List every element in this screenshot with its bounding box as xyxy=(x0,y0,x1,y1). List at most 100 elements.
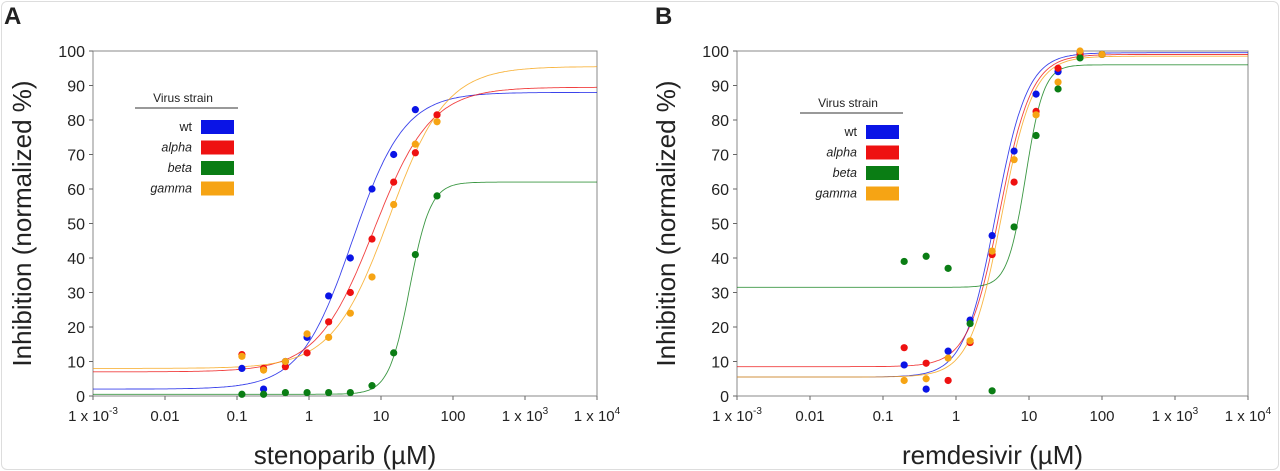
data-point-alpha xyxy=(390,178,398,186)
y-tick-label: 60 xyxy=(67,182,85,199)
data-point-alpha xyxy=(1010,178,1018,186)
legend-swatch-beta xyxy=(866,166,899,180)
data-point-gamma xyxy=(966,337,974,345)
data-point-alpha xyxy=(944,376,952,385)
legend-title: Virus strain xyxy=(153,91,213,105)
panel-B: B 0 10 20 30 40 50 60 70 80 90 100 1 x 10-3 0.01 0.1 1 1… xyxy=(651,3,1272,470)
data-point-wt xyxy=(368,185,376,193)
y-axis-label: Inhibition (normalized %) xyxy=(7,80,37,366)
data-point-wt xyxy=(1010,147,1018,155)
data-point-beta xyxy=(944,264,952,272)
x-tick-label: 1 xyxy=(952,408,960,425)
y-tick-label: 70 xyxy=(711,148,729,165)
data-point-gamma xyxy=(1010,156,1018,164)
x-tick-label: 1 x 103 xyxy=(502,406,549,425)
x-tick-label: 1 x 104 xyxy=(574,406,621,425)
y-tick-label: 40 xyxy=(67,251,85,268)
fit-curve-beta xyxy=(93,181,597,395)
legend-swatch-gamma xyxy=(866,186,899,201)
y-tick-label: 50 xyxy=(67,217,85,234)
data-point-wt xyxy=(259,385,268,393)
data-point-beta xyxy=(966,319,974,328)
data-point-wt xyxy=(325,292,333,300)
y-tick-label: 30 xyxy=(67,286,85,303)
panel-letter: B xyxy=(655,3,672,30)
legend-swatch-wt xyxy=(201,120,234,134)
data-point-alpha xyxy=(433,111,441,119)
x-axis-label: remdesivir (µM) xyxy=(902,440,1083,470)
data-point-gamma xyxy=(944,354,952,362)
data-point-gamma xyxy=(1076,47,1084,55)
x-tick-label: 0.1 xyxy=(873,408,894,425)
x-axis-label: stenoparib (µM) xyxy=(254,440,437,470)
fit-curve-wt xyxy=(737,52,1248,378)
data-point-alpha xyxy=(303,349,311,357)
data-point-gamma xyxy=(411,140,419,148)
fit-curve-alpha xyxy=(93,86,597,373)
x-tick-label: 1 x 10-3 xyxy=(68,406,118,425)
data-point-wt xyxy=(944,347,952,355)
fit-curve-gamma xyxy=(737,55,1248,378)
data-point-beta xyxy=(368,382,376,390)
legend-label-alpha: alpha xyxy=(826,146,857,160)
data-point-beta xyxy=(1010,223,1018,231)
data-point-wt xyxy=(390,150,398,159)
data-point-gamma xyxy=(390,200,398,209)
fit-curve-gamma xyxy=(93,66,597,369)
data-point-gamma xyxy=(238,352,246,360)
y-tick-label: 20 xyxy=(67,320,85,337)
data-point-gamma xyxy=(900,376,908,385)
data-point-gamma xyxy=(303,330,311,338)
data-point-beta xyxy=(922,252,930,260)
data-point-alpha xyxy=(411,149,419,157)
legend: Virus strain wt alpha beta gamma xyxy=(800,96,903,201)
data-point-beta xyxy=(988,387,996,395)
x-tick-label: 0.01 xyxy=(150,408,179,425)
data-point-beta xyxy=(281,388,289,397)
data-point-gamma xyxy=(1032,111,1040,119)
y-tick-label: 0 xyxy=(720,389,729,406)
data-point-wt xyxy=(900,361,908,369)
data-point-alpha xyxy=(346,288,354,297)
data-point-alpha xyxy=(1054,64,1062,72)
data-point-beta xyxy=(1054,85,1062,93)
fit-curve-alpha xyxy=(737,54,1248,368)
data-point-gamma xyxy=(988,247,996,255)
legend-label-beta: beta xyxy=(168,161,192,175)
legend-swatch-alpha xyxy=(201,140,234,155)
plot-frame xyxy=(736,50,1249,397)
data-point-beta xyxy=(1076,54,1084,62)
y-tick-label: 10 xyxy=(67,355,85,372)
data-point-alpha xyxy=(368,235,376,243)
x-tick-label: 0.1 xyxy=(227,408,248,425)
x-tick-label: 1 xyxy=(305,408,313,425)
y-tick-label: 70 xyxy=(67,148,85,165)
legend-swatch-wt xyxy=(866,125,899,139)
data-point-gamma xyxy=(433,118,441,126)
data-point-wt xyxy=(411,106,419,114)
data-point-gamma xyxy=(368,273,376,281)
legend-label-gamma: gamma xyxy=(815,187,857,201)
panel-letter: A xyxy=(4,3,21,30)
data-point-beta xyxy=(1032,131,1040,140)
legend-swatch-alpha xyxy=(866,145,899,160)
data-point-beta xyxy=(390,349,398,357)
y-tick-label: 90 xyxy=(711,79,729,96)
y-tick-label: 100 xyxy=(58,44,85,61)
data-point-alpha xyxy=(922,359,930,367)
data-point-beta xyxy=(346,388,354,397)
y-axis-label: Inhibition (normalized %) xyxy=(651,80,681,366)
y-tick-label: 50 xyxy=(711,217,729,234)
data-point-gamma xyxy=(259,366,268,374)
y-tick-label: 80 xyxy=(67,113,85,130)
data-point-beta xyxy=(325,388,333,397)
data-point-gamma xyxy=(922,375,930,383)
y-tick-label: 10 xyxy=(711,355,729,372)
data-point-beta xyxy=(238,390,246,398)
data-point-beta xyxy=(900,257,908,266)
legend-label-wt: wt xyxy=(179,120,193,134)
data-point-beta xyxy=(259,390,268,398)
data-point-beta xyxy=(303,388,311,397)
legend-swatch-beta xyxy=(201,161,234,175)
